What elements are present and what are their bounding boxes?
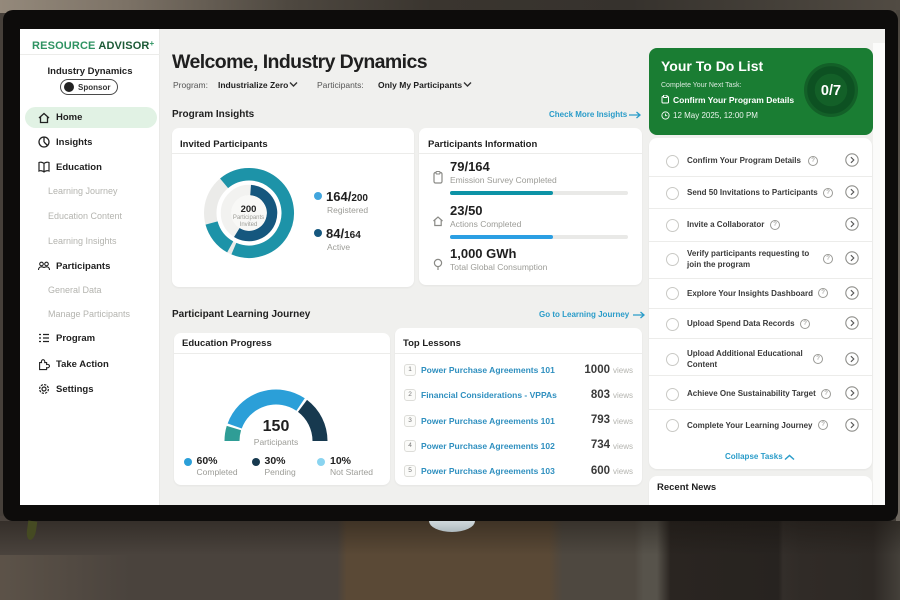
svg-text:0/7: 0/7	[821, 83, 841, 99]
